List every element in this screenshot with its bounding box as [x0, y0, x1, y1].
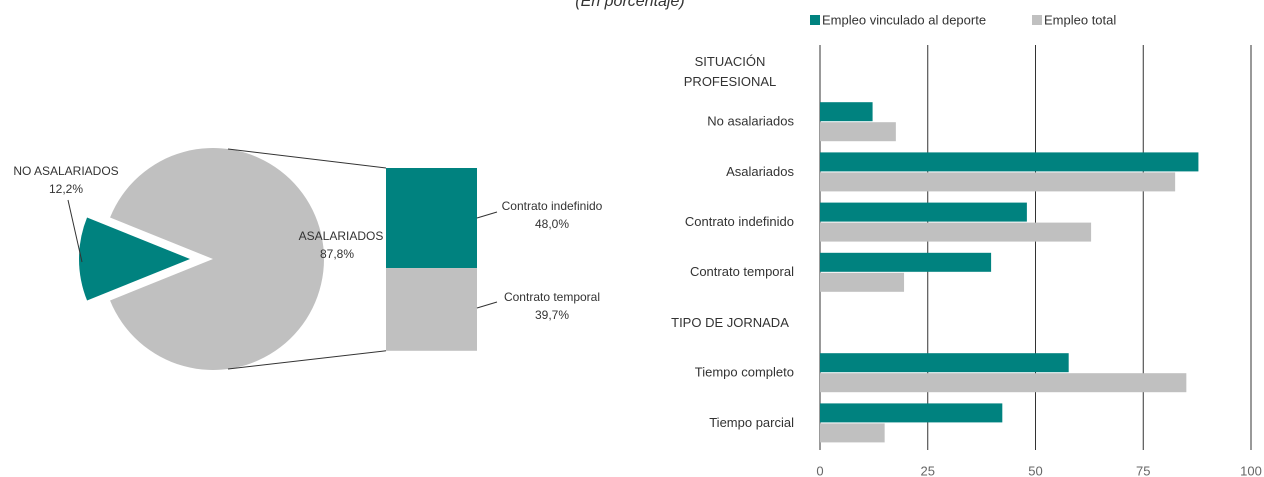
connector	[227, 350, 387, 370]
slice-value: 87,8%	[320, 247, 354, 261]
bar	[820, 423, 885, 443]
breakdown-bar	[386, 168, 477, 269]
x-tick-label: 25	[921, 463, 935, 477]
section-label: TIPO DE JORNADA	[671, 315, 789, 330]
bar	[820, 252, 992, 272]
x-tick-label: 50	[1028, 463, 1042, 477]
leader-line	[476, 301, 498, 309]
subtitle: (En porcentaje)	[575, 0, 684, 10]
bar	[820, 122, 896, 142]
pie-slice	[110, 147, 324, 371]
slice-value: 12,2%	[49, 182, 83, 196]
breakdown-bar	[386, 268, 477, 351]
bar	[820, 202, 1027, 222]
x-tick-label: 100	[1240, 463, 1262, 477]
bar	[820, 102, 873, 122]
bar	[820, 272, 905, 292]
bar	[820, 353, 1069, 373]
breakdown-value: 39,7%	[535, 308, 569, 322]
legend-label: Empleo vinculado al deporte	[822, 12, 986, 27]
bar	[820, 172, 1176, 192]
leader-line	[67, 199, 83, 263]
slice-label: ASALARIADOS	[299, 229, 384, 243]
y-tick-label: Contrato indefinido	[685, 214, 794, 229]
legend-swatch	[1032, 15, 1042, 25]
legend-label: Empleo total	[1044, 12, 1116, 27]
bar	[820, 152, 1199, 172]
breakdown-value: 48,0%	[535, 217, 569, 231]
y-tick-label: No asalariados	[707, 114, 794, 129]
bar	[820, 222, 1092, 242]
y-tick-label: Contrato temporal	[690, 264, 794, 279]
legend-swatch	[810, 15, 820, 25]
bar	[820, 373, 1187, 393]
pie-slice	[79, 217, 190, 301]
bar	[820, 403, 1003, 423]
y-tick-label: Tiempo completo	[695, 365, 794, 380]
x-tick-label: 0	[816, 463, 823, 477]
slice-label: NO ASALARIADOS	[13, 164, 118, 178]
x-tick-label: 75	[1136, 463, 1150, 477]
breakdown-label: Contrato temporal	[504, 290, 600, 304]
breakdown-label: Contrato indefinido	[502, 199, 603, 213]
leader-line	[476, 211, 498, 219]
y-tick-label: Tiempo parcial	[709, 415, 794, 430]
connector	[227, 148, 387, 169]
y-tick-label: Asalariados	[726, 164, 794, 179]
section-label: SITUACIÓN PROFESIONAL	[683, 54, 777, 89]
